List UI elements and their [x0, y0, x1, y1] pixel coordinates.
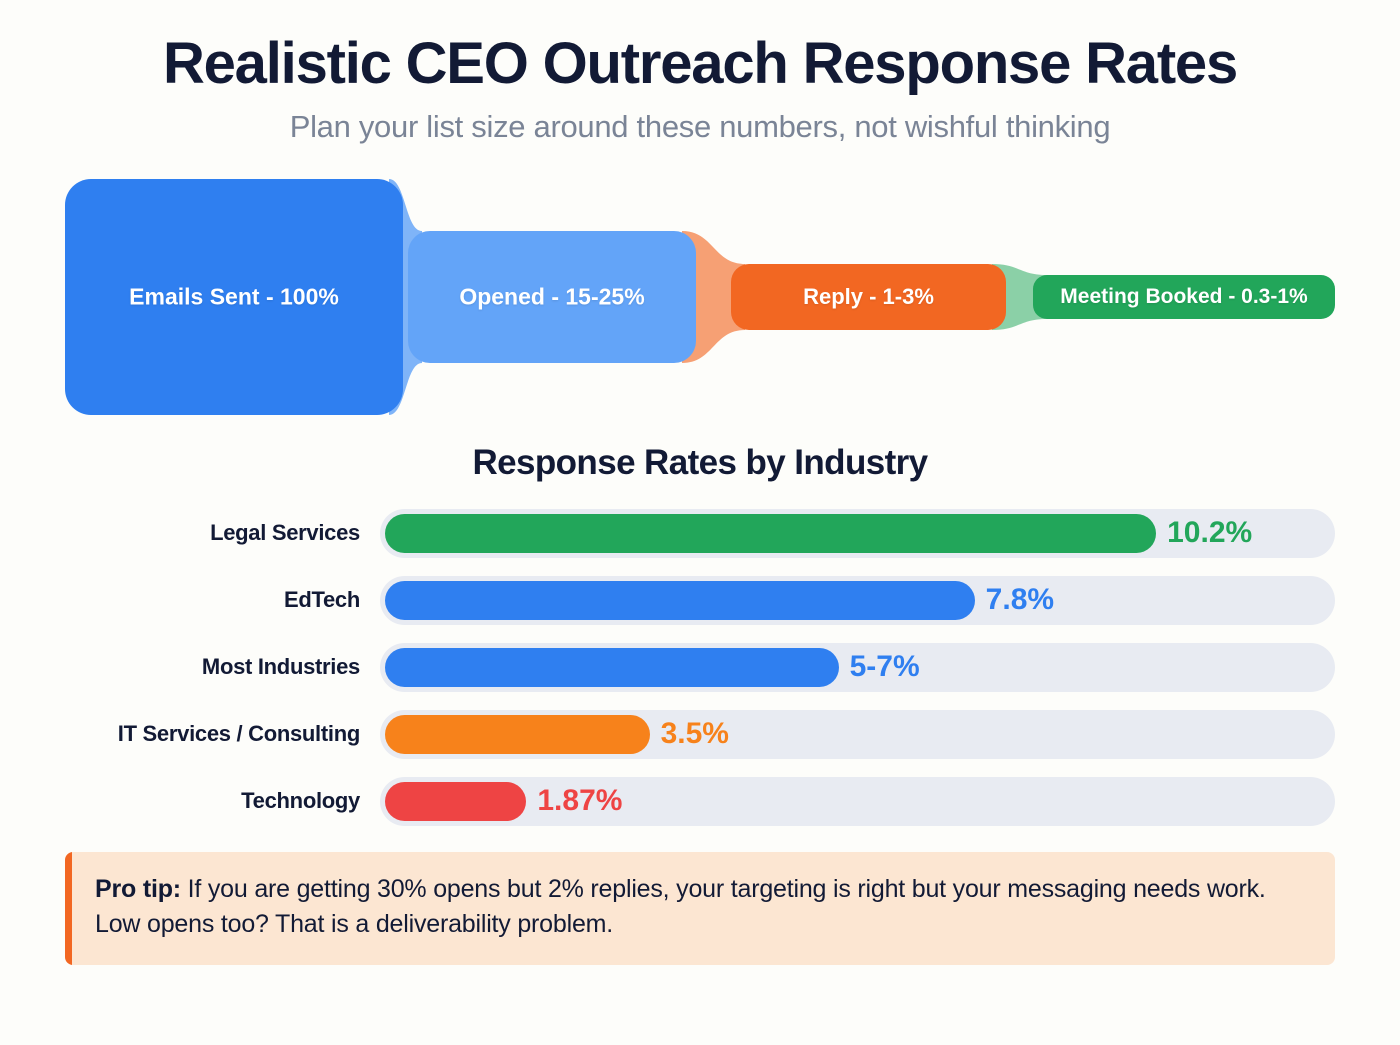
bar-category-label: Legal Services — [210, 520, 360, 546]
funnel-stage-label-2: Opened - 15-25% — [459, 283, 645, 310]
outreach-funnel: Emails Sent - 100% Opened - 15-25% Reply -… — [65, 177, 1335, 417]
funnel-stage-label-4: Meeting Booked - 0.3-1% — [1060, 284, 1308, 308]
pro-tip-lead: Pro tip: — [95, 874, 181, 903]
pro-tip-callout: Pro tip: If you are getting 30% opens bu… — [65, 851, 1335, 965]
bar-fill — [385, 647, 839, 687]
page-title: Realistic CEO Outreach Response Rates — [162, 31, 1238, 96]
bar-track: 10.2% — [380, 508, 1335, 558]
bar-track: 3.5% — [380, 709, 1335, 759]
bar-row: IT Services / Consulting 3.5% — [65, 709, 1335, 759]
bar-track: 1.87% — [380, 776, 1335, 826]
funnel-stage-label-3: Reply - 1-3% — [803, 283, 934, 309]
bar-fill — [385, 513, 1157, 553]
bar-fill — [385, 714, 650, 754]
bar-category-label: IT Services / Consulting — [117, 721, 361, 747]
bars-section-title: Response Rates by Industry — [472, 442, 928, 482]
funnel-stage-labels: Emails Sent - 100% Opened - 15-25% Reply -… — [65, 177, 1335, 417]
page-header: Realistic CEO Outreach Response Rates Pl… — [0, 0, 1400, 145]
bar-category-label: Technology — [241, 788, 360, 814]
bar-value-label: 1.87% — [537, 784, 623, 818]
funnel-stage-block-3 — [731, 263, 1006, 330]
bar-fill — [385, 580, 975, 620]
bar-value-label: 3.5% — [660, 717, 729, 751]
funnel-stage-label-1: Emails Sent - 100% — [129, 283, 339, 310]
funnel-diagram — [65, 178, 1335, 415]
bar-value-label: 5-7% — [849, 650, 920, 684]
funnel-connector-2 — [682, 230, 745, 363]
page-subtitle: Plan your list size around these numbers… — [289, 108, 1111, 144]
funnel-stage-block-1 — [65, 178, 403, 415]
funnel-stage-block-4 — [1033, 274, 1335, 319]
bar-row: Technology 1.87% — [65, 776, 1335, 826]
funnel-stage-block-2 — [408, 230, 696, 363]
pro-tip-accent-bar — [65, 851, 72, 965]
bar-row: Legal Services 10.2% — [65, 508, 1335, 558]
bar-value-label: 10.2% — [1167, 516, 1253, 550]
bar-fill — [385, 781, 527, 821]
bar-category-label: EdTech — [283, 587, 360, 613]
bar-row: EdTech 7.8% — [65, 575, 1335, 625]
bar-track: 5-7% — [380, 642, 1335, 692]
industry-bar-chart: Legal Services 10.2% EdTech 7.8% Most Indust… — [65, 508, 1335, 826]
pro-tip-body: If you are getting 30% opens but 2% repl… — [95, 874, 1266, 939]
bar-track: 7.8% — [380, 575, 1335, 625]
bar-category-label: Most Industries — [201, 654, 360, 680]
bar-value-label: 7.8% — [985, 583, 1055, 617]
pro-tip-text: Pro tip: If you are getting 30% opens bu… — [95, 872, 1309, 943]
bar-row: Most Industries 5-7% — [65, 642, 1335, 692]
